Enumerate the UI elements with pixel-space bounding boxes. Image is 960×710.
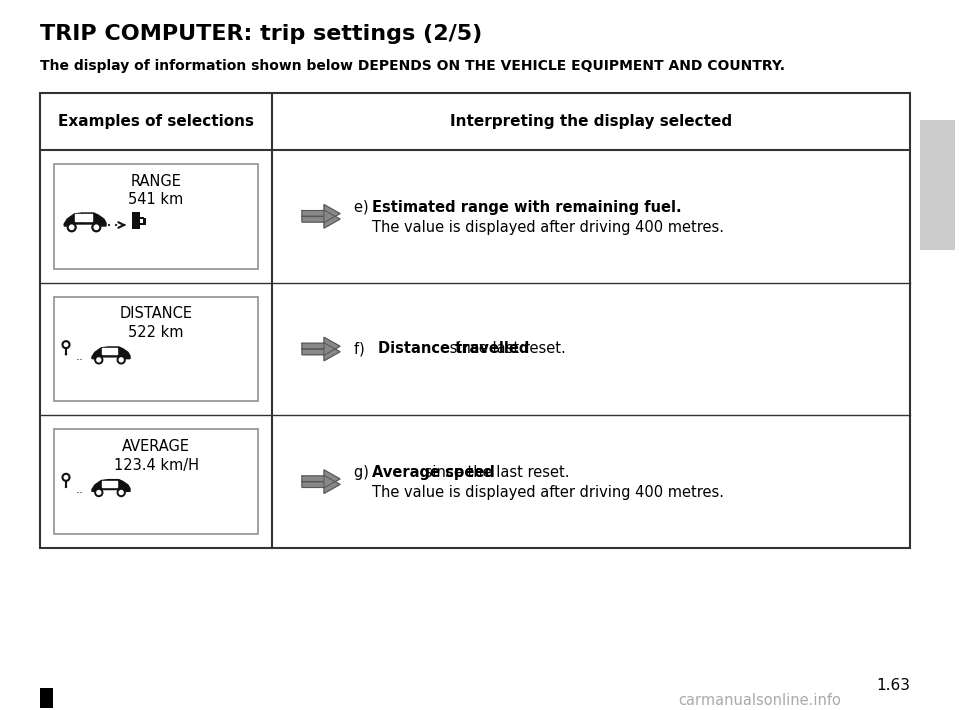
Circle shape bbox=[97, 358, 101, 362]
Text: RANGE: RANGE bbox=[131, 173, 181, 188]
Circle shape bbox=[119, 491, 123, 494]
Circle shape bbox=[117, 356, 125, 364]
Text: since the last reset.: since the last reset. bbox=[420, 465, 570, 480]
Text: ..: .. bbox=[76, 350, 84, 364]
Circle shape bbox=[64, 486, 67, 488]
Text: 1.63: 1.63 bbox=[876, 678, 910, 693]
Text: Average speed: Average speed bbox=[372, 465, 494, 480]
Text: carmanualsonline.info: carmanualsonline.info bbox=[679, 693, 841, 708]
Circle shape bbox=[67, 223, 76, 231]
Text: 541 km: 541 km bbox=[129, 192, 183, 207]
Polygon shape bbox=[108, 348, 117, 354]
Text: AVERAGE: AVERAGE bbox=[122, 439, 190, 454]
Bar bbox=[920, 120, 955, 250]
Bar bbox=[40, 93, 910, 548]
Circle shape bbox=[95, 488, 103, 496]
Circle shape bbox=[94, 225, 99, 229]
Circle shape bbox=[92, 223, 101, 231]
Circle shape bbox=[119, 358, 123, 362]
Circle shape bbox=[95, 356, 103, 364]
Text: The value is displayed after driving 400 metres.: The value is displayed after driving 400… bbox=[372, 220, 724, 235]
Text: The display of information shown below DEPENDS ON THE VEHICLE EQUIPMENT AND COUN: The display of information shown below D… bbox=[40, 59, 785, 73]
Circle shape bbox=[97, 491, 101, 494]
Polygon shape bbox=[302, 343, 340, 361]
Polygon shape bbox=[302, 210, 340, 228]
Text: The value is displayed after driving 400 metres.: The value is displayed after driving 400… bbox=[372, 485, 724, 500]
Circle shape bbox=[117, 488, 125, 496]
Polygon shape bbox=[302, 470, 340, 488]
Text: Estimated range with remaining fuel.: Estimated range with remaining fuel. bbox=[372, 200, 682, 215]
Bar bbox=[54, 430, 258, 534]
Text: f): f) bbox=[354, 342, 374, 356]
Bar bbox=[140, 217, 144, 219]
Bar bbox=[54, 164, 258, 268]
Text: Examples of selections: Examples of selections bbox=[58, 114, 254, 129]
Circle shape bbox=[64, 353, 67, 356]
Text: DISTANCE: DISTANCE bbox=[119, 306, 193, 321]
Polygon shape bbox=[302, 337, 340, 355]
Polygon shape bbox=[302, 204, 340, 222]
Polygon shape bbox=[108, 481, 117, 487]
Polygon shape bbox=[75, 214, 82, 221]
Bar bbox=[143, 218, 146, 225]
Bar bbox=[54, 297, 258, 401]
Polygon shape bbox=[64, 213, 106, 226]
Text: e): e) bbox=[354, 200, 373, 215]
Bar bbox=[40, 688, 53, 708]
Bar bbox=[140, 223, 144, 224]
Text: Interpreting the display selected: Interpreting the display selected bbox=[450, 114, 732, 129]
Polygon shape bbox=[102, 348, 108, 354]
Text: g): g) bbox=[354, 465, 373, 480]
Polygon shape bbox=[92, 480, 130, 491]
Text: TRIP COMPUTER: trip settings (2/5): TRIP COMPUTER: trip settings (2/5) bbox=[40, 24, 482, 44]
Polygon shape bbox=[302, 476, 340, 493]
Text: 123.4 km/H: 123.4 km/H bbox=[113, 458, 199, 473]
Circle shape bbox=[69, 225, 74, 229]
Polygon shape bbox=[83, 214, 92, 221]
Text: 522 km: 522 km bbox=[129, 325, 183, 340]
Polygon shape bbox=[102, 481, 108, 487]
Text: ..: .. bbox=[76, 483, 84, 496]
Text: since last reset.: since last reset. bbox=[444, 342, 565, 356]
Text: Distance travelled: Distance travelled bbox=[378, 342, 529, 356]
Bar bbox=[132, 212, 140, 229]
Polygon shape bbox=[92, 347, 130, 359]
